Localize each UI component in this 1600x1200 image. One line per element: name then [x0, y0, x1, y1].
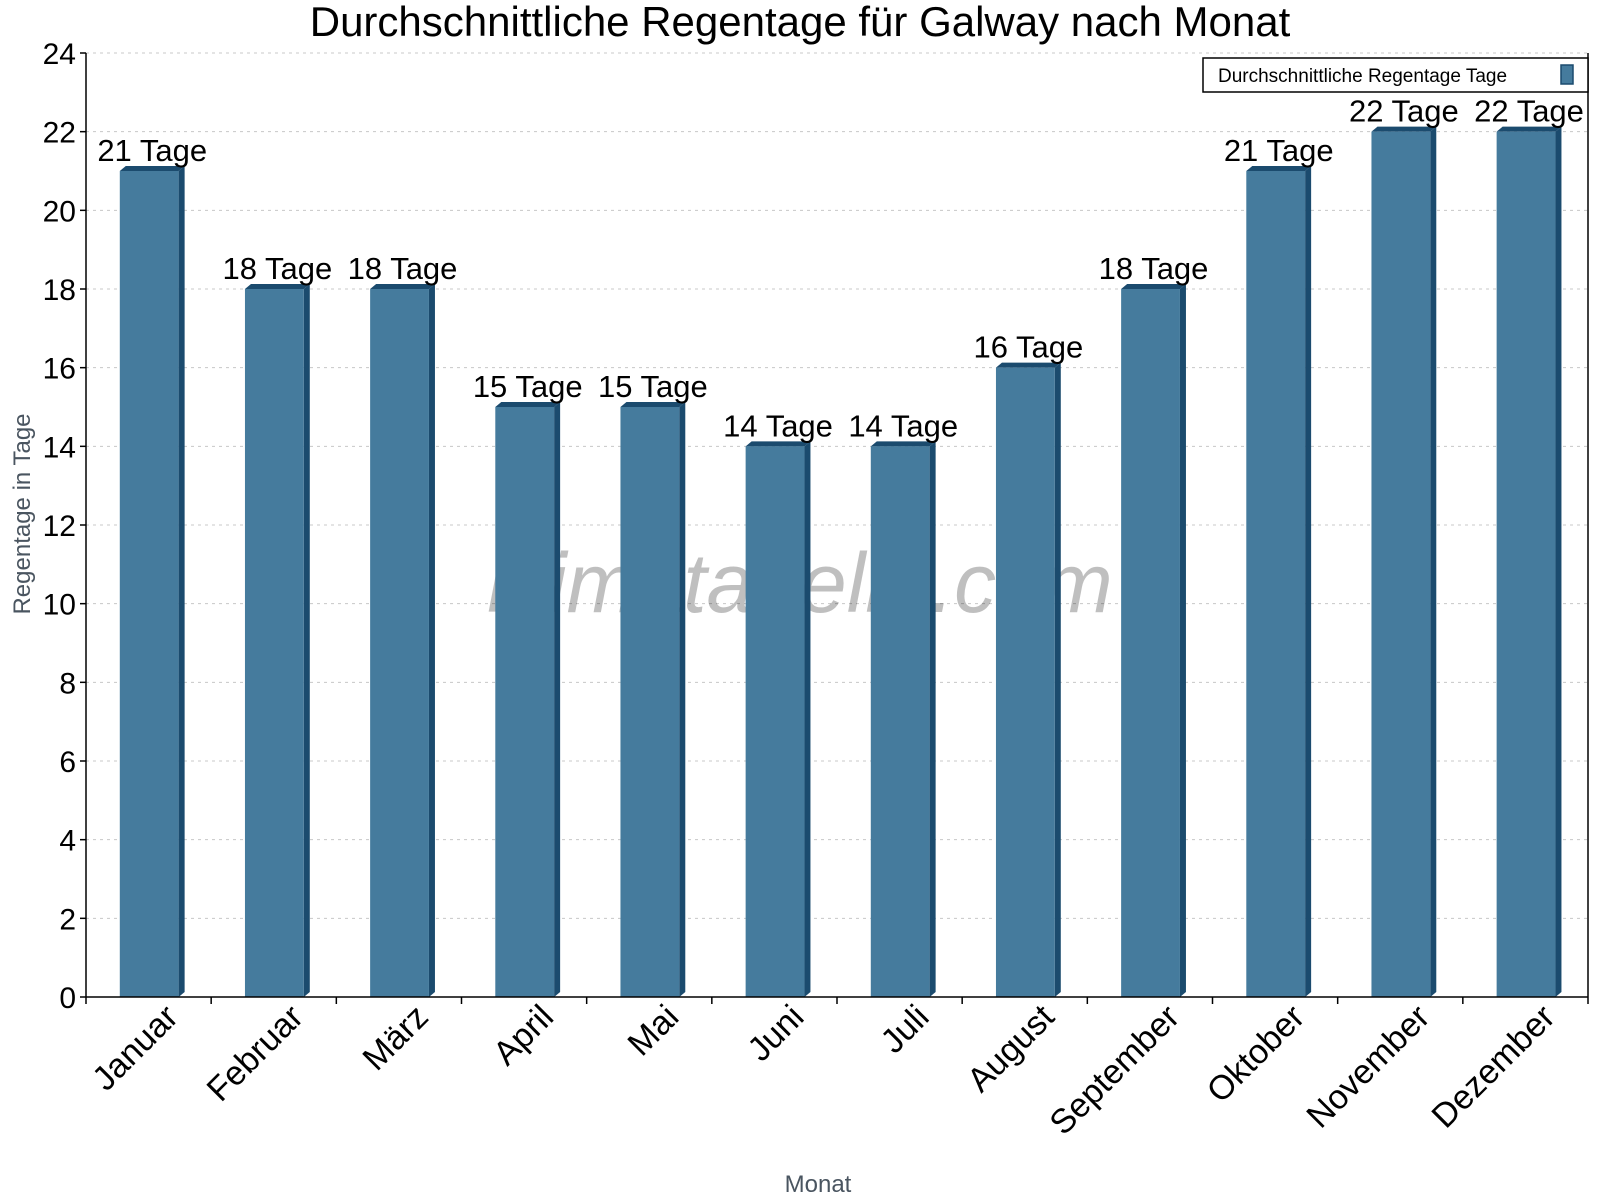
bar-top [745, 441, 811, 447]
x-tick-label: März [356, 998, 436, 1078]
x-tick-label: Juni [740, 998, 811, 1069]
data-label: 15 Tage [598, 369, 708, 404]
bar-top [1121, 284, 1186, 289]
bar-side [1179, 284, 1186, 997]
bar-side [804, 441, 811, 997]
x-tick-label: April [486, 998, 561, 1073]
bar-side [929, 441, 936, 997]
y-tick-label: 0 [59, 982, 76, 1015]
bar [1246, 171, 1306, 997]
x-axis-label: Monat [785, 1171, 852, 1198]
bar [119, 171, 179, 997]
data-label: 22 Tage [1349, 94, 1459, 129]
bar-top [1371, 126, 1437, 132]
bar [495, 407, 555, 997]
bar-top [495, 402, 561, 407]
bar [745, 446, 805, 997]
bar-top [244, 284, 310, 289]
bar-top [1246, 166, 1312, 171]
y-tick-label: 18 [43, 274, 76, 307]
bar-side [303, 284, 310, 997]
data-label: 14 Tage [723, 408, 833, 443]
y-tick-label: 10 [43, 589, 76, 622]
bar-side [178, 166, 185, 997]
data-label: 15 Tage [473, 369, 583, 404]
legend-box [1202, 57, 1589, 93]
bar-top [370, 284, 435, 289]
legend-swatch [1560, 64, 1574, 85]
data-label: 18 Tage [222, 251, 332, 286]
bars: 21 Tage 18 Tage 18 Tage 15 Tage 15 Tage 14 Ta… [97, 94, 1584, 998]
x-tick-label: Mai [621, 998, 687, 1064]
bar-top [119, 166, 185, 171]
data-label: 18 Tage [348, 251, 458, 286]
y-tick-label: 8 [59, 667, 76, 700]
y-tick-label: 12 [43, 510, 76, 543]
y-tick-label: 14 [43, 431, 76, 464]
data-label: 14 Tage [848, 408, 958, 443]
data-label: 21 Tage [1224, 133, 1334, 168]
gridlines [86, 52, 1588, 919]
legend-label: Durchschnittliche Regentage Tage [1218, 66, 1507, 87]
bar [995, 367, 1055, 998]
x-tick-label: Juli [874, 998, 937, 1061]
legend: Durchschnittliche Regentage Tage [1202, 57, 1589, 93]
bar-side [1430, 126, 1437, 997]
bar-side [1305, 166, 1312, 997]
bar [1371, 131, 1431, 997]
bar-top [620, 402, 686, 407]
y-tick-label: 24 [43, 38, 76, 71]
y-tick-label: 2 [59, 903, 76, 936]
bar [870, 446, 930, 997]
bar [1496, 131, 1556, 997]
chart-title: Durchschnittliche Regentage für Galway n… [310, 0, 1291, 45]
bar-top [1496, 126, 1562, 132]
bar [620, 407, 680, 997]
bar-side [1054, 362, 1061, 998]
x-tick-label: Oktober [1200, 998, 1312, 1110]
bar-top [870, 441, 936, 447]
data-label: 21 Tage [97, 133, 207, 168]
y-tick-label: 6 [59, 746, 76, 779]
bar-top [995, 362, 1061, 368]
x-tick-label: November [1299, 998, 1437, 1136]
bar-side [554, 402, 561, 997]
x-tick-label: Dezember [1425, 998, 1563, 1136]
bar [370, 289, 429, 997]
y-axis-label: Regentage in Tage [9, 413, 36, 614]
bar [244, 289, 304, 997]
data-label: 22 Tage [1474, 94, 1584, 129]
data-label: 18 Tage [1099, 251, 1209, 286]
y-tick-label: 22 [43, 117, 76, 150]
bar-side [428, 284, 435, 997]
x-tick-label: September [1042, 998, 1186, 1142]
bar-side [679, 402, 686, 997]
x-tick-label: August [960, 997, 1062, 1099]
x-tick-label: Februar [200, 998, 311, 1109]
y-tick-label: 16 [43, 353, 76, 386]
bar-side [1555, 126, 1562, 997]
y-tick-label: 4 [59, 825, 76, 858]
y-tick-label: 20 [43, 195, 76, 228]
x-tick-label: Januar [85, 998, 185, 1098]
data-label: 16 Tage [973, 330, 1083, 365]
bar [1121, 289, 1180, 997]
